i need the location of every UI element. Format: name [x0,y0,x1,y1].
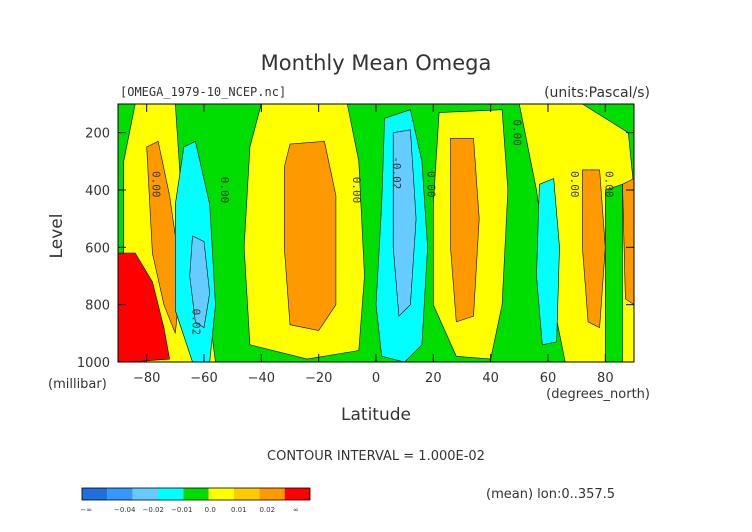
contour-label: -0.02 [390,156,403,189]
colorbar-frame [81,487,311,501]
contour-label: 0.00 [602,171,615,198]
units-label: (units:Pascal/s) [544,85,650,101]
contour-label: 0.00 [511,119,524,146]
contour-label: 0.00 [218,177,231,204]
contour-label: 0.00 [149,171,162,198]
region-blue-eq [392,129,417,317]
colorbar-label: −0.04 [114,506,136,514]
x-tick-label: −20 [305,371,332,386]
y-tick-label: 800 [85,299,110,314]
colorbar-label: 0.02 [259,506,275,514]
region-green-north [604,183,623,363]
contour-label: 0.00 [425,171,438,198]
x-tick-label: 0 [372,371,380,386]
y-tick-label: 1000 [77,356,110,371]
x-tick-label: −40 [248,371,275,386]
y-axis-label: Level [47,214,67,259]
colorbar-label: 0.01 [231,506,247,514]
region-cyan-north [536,178,560,346]
region-orange-nh [450,138,480,323]
colorbar-swatch [234,488,260,500]
y-tick-label: 400 [85,184,110,199]
y-tick-label: 200 [85,127,110,142]
x-axis-label: Latitude [341,405,411,425]
y-axis-units: (millibar) [48,377,107,392]
colorbar-swatch [183,488,209,500]
contour-label: 0.00 [350,177,363,204]
x-tick-label: 80 [597,371,614,386]
colorbar-label: ∞ [293,506,299,514]
file-label: [OMEGA_1979-10_NCEP.nc] [120,85,286,99]
region-orange-mid [283,140,337,331]
contour-interval: CONTOUR INTERVAL = 1.000E-02 [267,449,485,464]
x-tick-label: 60 [540,371,557,386]
x-tick-label: 20 [425,371,442,386]
colorbar-swatch [208,488,234,500]
x-tick-label: −60 [190,371,217,386]
colorbar-swatch [82,488,108,500]
x-axis-units: (degrees_north) [546,387,650,402]
footer-text: (mean) lon:0..357.5 [486,487,615,502]
colorbar-label: −0.01 [171,506,192,514]
colorbar-swatch [259,488,285,500]
plot-area: 0.00 0.00 0.00 -0.02 0.00 0.00 0.00 0.00 0.02 [117,103,635,363]
colorbar-label: 0.0 [205,506,216,514]
x-tick-label: −80 [133,371,160,386]
contour-label: 0.00 [568,171,581,198]
colorbar: −∞ −0.04 −0.02 −0.01 0.0 0.01 0.02 ∞ [80,487,311,514]
y-tick-label: 600 [85,241,110,256]
x-tick-label: 40 [482,371,499,386]
colorbar-swatch [158,488,184,500]
colorbar-swatch [132,488,158,500]
region-orange-north1 [582,169,606,329]
chart-title: Monthly Mean Omega [261,51,492,75]
contour-label: 0.02 [190,309,203,336]
colorbar-swatch [284,488,310,500]
colorbar-swatch [107,488,133,500]
region-blue-south [189,235,211,329]
colorbar-label: −∞ [80,506,92,514]
colorbar-label: −0.02 [143,506,164,514]
